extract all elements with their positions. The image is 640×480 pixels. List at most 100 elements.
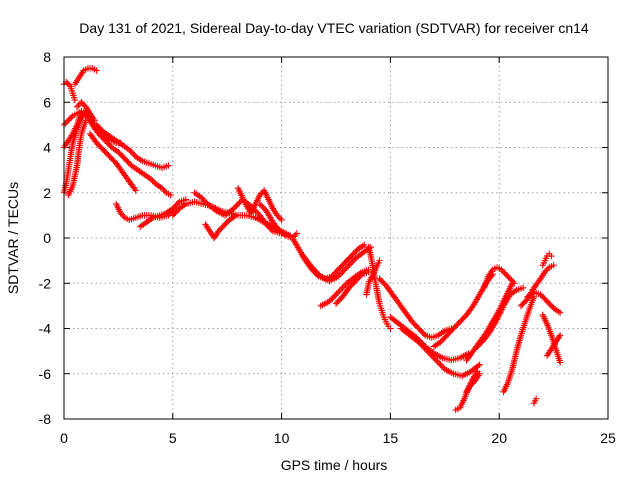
data-point-fill (268, 226, 275, 234)
data-point-fill (63, 118, 71, 126)
data-point-fill (420, 330, 428, 338)
data-point (541, 268, 549, 276)
data-point-fill (79, 100, 87, 107)
data-point (334, 273, 342, 280)
data-point (147, 175, 155, 183)
data-point (415, 338, 422, 346)
data-point-fill (419, 343, 427, 350)
data-point-fill (62, 120, 69, 127)
data-point-fill (474, 362, 482, 370)
data-point (78, 99, 85, 106)
data-point (467, 381, 475, 389)
grid-lines (64, 57, 608, 419)
x-tick-label: 0 (60, 430, 68, 446)
data-point-fill (258, 190, 265, 197)
x-tick-label: 25 (600, 430, 616, 446)
data-point-fill (336, 271, 343, 279)
data-point-fill (339, 284, 346, 291)
data-point-fill (233, 202, 240, 209)
data-point (165, 162, 172, 169)
data-point-fill (216, 226, 224, 233)
y-tick-label: 4 (43, 140, 51, 156)
data-point-fill (65, 81, 73, 89)
data-point (274, 212, 281, 219)
data-point-fill (118, 211, 126, 218)
data-point-fill (346, 261, 353, 268)
data-point (376, 257, 383, 264)
x-tick-label: 5 (169, 430, 177, 446)
x-tick-label: 10 (274, 430, 290, 446)
x-tick-label: 20 (491, 430, 507, 446)
data-point-fill (416, 340, 424, 347)
data-point-fill (345, 262, 352, 270)
data-point-fill (340, 267, 348, 274)
data-point-fill (501, 269, 508, 276)
data-point-fill (160, 186, 167, 193)
data-point-fill (292, 231, 299, 239)
data-point-fill (499, 267, 507, 275)
data-point-fill (427, 350, 434, 358)
data-point-fill (236, 199, 243, 206)
y-axis-label: SDTVAR / TECUs (5, 182, 21, 294)
data-point-fill (339, 268, 346, 276)
data-point (215, 228, 222, 235)
data-point-fill (253, 209, 261, 216)
y-tick-label: -4 (39, 321, 52, 337)
data-point (387, 325, 394, 332)
data-point-fill (68, 114, 75, 121)
data-point (476, 361, 483, 368)
data-point (93, 67, 100, 74)
chart-title: Day 131 of 2021, Sidereal Day-to-day VTE… (79, 20, 589, 36)
data-point-fill (333, 290, 340, 298)
data-point-fill (469, 380, 476, 387)
data-point-fill (75, 102, 82, 109)
y-tick-label: 8 (43, 49, 51, 65)
data-point-fill (349, 258, 356, 265)
data-point-fill (337, 270, 345, 277)
x-axis-ticks: 0 5 10 15 20 25 (60, 57, 616, 446)
data-points (60, 65, 564, 414)
data-point (506, 275, 514, 282)
data-point-fill (470, 378, 478, 386)
data-point-fill (218, 224, 225, 232)
data-point-fill (275, 213, 282, 221)
data-point-fill (336, 287, 343, 294)
data-point (511, 280, 518, 287)
data-point-fill (431, 355, 438, 362)
data-point-fill (434, 358, 441, 365)
data-point (556, 309, 564, 316)
data-point-fill (544, 265, 551, 273)
data-point (230, 205, 237, 212)
data-point-fill (435, 359, 443, 367)
data-point-fill (231, 203, 239, 211)
data-point-fill (234, 200, 242, 208)
data-point-fill (174, 199, 182, 207)
data-point (232, 212, 240, 219)
data-point-fill (437, 361, 444, 368)
data-point (326, 298, 333, 305)
data-point (532, 395, 540, 402)
data-point (117, 209, 124, 217)
y-tick-label: -2 (39, 275, 52, 291)
data-point-fill (348, 259, 355, 267)
data-point (361, 241, 368, 248)
data-point-fill (131, 185, 138, 193)
data-point (550, 261, 557, 269)
data-point-fill (508, 277, 515, 284)
data-point-fill (503, 272, 511, 279)
data-point-fill (337, 286, 345, 293)
data-point-fill (422, 346, 430, 353)
data-point (556, 332, 564, 339)
data-point-fill (329, 295, 336, 302)
y-tick-label: -8 (39, 411, 52, 427)
data-point-fill (418, 341, 425, 349)
plot-frame (63, 56, 609, 420)
data-point-fill (438, 363, 446, 370)
data-point-fill (357, 272, 365, 279)
data-point (432, 356, 440, 364)
data-point (502, 271, 509, 278)
y-tick-label: 2 (43, 185, 51, 201)
data-point-fill (429, 353, 437, 361)
data-point (334, 289, 342, 296)
